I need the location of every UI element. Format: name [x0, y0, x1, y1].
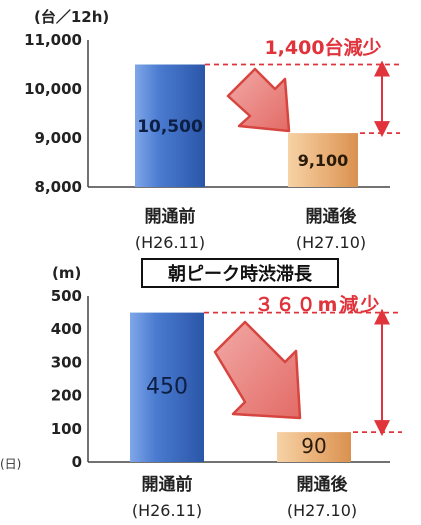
- y-tick-label: 9,000: [35, 129, 82, 147]
- y-tick-label: 200: [51, 387, 82, 405]
- chart2-bars: 450 90: [130, 312, 351, 462]
- category-date-label: (H27.10): [296, 233, 366, 252]
- traffic-volume-chart: (台／12h) 8,000 9,000 10,000 11,000 10,500 9,1…: [24, 8, 400, 252]
- bar-value-label: 10,500: [137, 117, 203, 137]
- y-tick-label: 100: [51, 420, 82, 438]
- y-tick-label: 400: [51, 320, 82, 338]
- chart1-decrease-arrow: [226, 67, 291, 133]
- bar-value-label: 9,100: [298, 151, 349, 170]
- chart2-title: 朝ピーク時渋滞長: [168, 263, 313, 285]
- bar-value-label: 450: [146, 374, 188, 399]
- bar-value-label: 90: [301, 434, 326, 458]
- chart2-title-box: [141, 258, 339, 288]
- chart1-annotation: 1,400台減少: [264, 36, 381, 59]
- y-tick-label: 300: [51, 353, 82, 371]
- chart1-y-axis: 8,000 9,000 10,000 11,000: [24, 31, 82, 196]
- y-tick-label: 0: [72, 453, 82, 471]
- category-date-label: (H26.11): [135, 233, 205, 252]
- bar: [277, 432, 351, 462]
- y-tick-label: 500: [51, 287, 82, 305]
- chart2-y-axis: 0 100 200 300 400 500: [51, 287, 82, 471]
- chart2-decrease-arrow: [213, 320, 302, 420]
- chart2-categories: 開通前 (H26.11) 開通後 (H27.10): [132, 474, 357, 520]
- chart1-categories: 開通前 (H26.11) 開通後 (H27.10): [135, 206, 366, 252]
- category-label: 開通後: [306, 206, 358, 227]
- side-label: (日): [0, 457, 21, 471]
- y-tick-label: 8,000: [35, 178, 82, 196]
- chart2-annotation: ３６０m減少: [255, 293, 382, 316]
- chart1-bars: 10,500 9,100: [135, 64, 358, 187]
- category-label: 開通前: [145, 206, 196, 227]
- category-date-label: (H27.10): [287, 501, 357, 520]
- bar: [288, 133, 358, 187]
- y-tick-label: 10,000: [24, 80, 82, 98]
- chart1-unit-label: (台／12h): [34, 8, 109, 26]
- bar: [135, 64, 205, 187]
- category-date-label: (H26.11): [132, 501, 202, 520]
- category-label: 開通前: [142, 474, 193, 495]
- category-label: 開通後: [297, 474, 349, 495]
- chart2-unit-label: (m): [52, 264, 81, 282]
- bar: [130, 312, 204, 462]
- y-tick-label: 11,000: [24, 31, 82, 49]
- congestion-length-chart: (m) 朝ピーク時渋滞長 0 100 200 300 400 500 450 90 開通前 (…: [51, 258, 402, 520]
